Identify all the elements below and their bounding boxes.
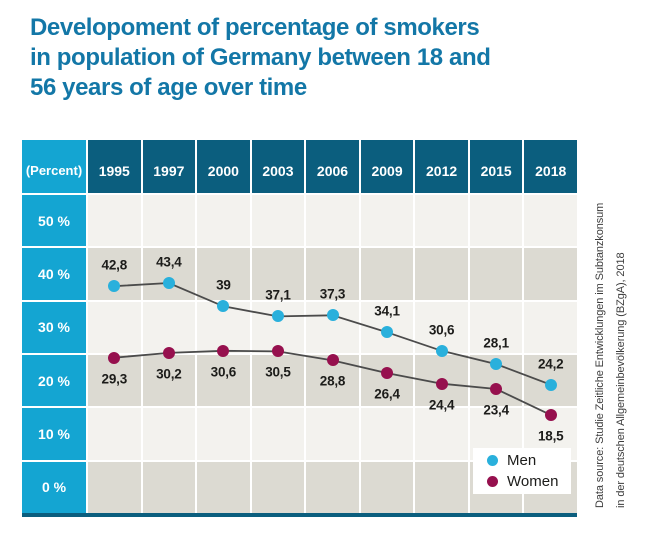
plot-band-cell (197, 195, 250, 247)
plot-band-cell (469, 248, 523, 300)
men-series-line (114, 282, 552, 386)
plot-band-cell (251, 461, 305, 513)
title-line-2: in population of Germany between 18 and (30, 44, 491, 71)
plot-band-cell (306, 408, 359, 460)
data-source-line-1: Data source: Studie Zeitliche Entwicklun… (594, 202, 606, 508)
plot-band-cell (197, 461, 250, 513)
plot-band-cell (142, 195, 196, 247)
year-header-cell-1997: 1997 (142, 140, 196, 193)
women-legend-dot-icon (487, 476, 498, 487)
plot-band-cell (415, 195, 468, 247)
legend-label-women: Women (507, 473, 559, 490)
title-line-1: Developoment of percentage of smokers (30, 14, 480, 41)
plot-band-cell (88, 408, 141, 460)
plot-band-cell (251, 301, 305, 353)
plot-band-cell (142, 461, 196, 513)
plot-band-cell (251, 408, 305, 460)
year-header-cell-2006: 2006 (306, 140, 359, 193)
y-axis-label-cell-50%: 50 % (22, 195, 86, 247)
plot-band-cell (415, 408, 468, 460)
plot-band-cell (88, 461, 141, 513)
plot-band-cell (197, 248, 250, 300)
plot-band-cell (524, 301, 577, 353)
plot-band-cell (142, 354, 196, 407)
plot-band-cell (469, 301, 523, 353)
plot-band-cell (415, 248, 468, 300)
plot-band-cell (306, 195, 359, 247)
year-header-cell-2018: 2018 (524, 140, 577, 193)
plot-band-cell (142, 301, 196, 353)
plot-band-cell (88, 195, 141, 247)
page-title: Developoment of percentage of smokers in… (30, 13, 491, 103)
plot-band-cell (524, 248, 577, 300)
legend-label-men: Men (507, 452, 537, 469)
year-header-cell-2003: 2003 (251, 140, 305, 193)
plot-band-cell (360, 195, 414, 247)
plot-band-cell (251, 354, 305, 407)
plot-band-cell (524, 195, 577, 247)
year-header-cell-2012: 2012 (415, 140, 468, 193)
men-legend-dot-icon (487, 455, 498, 466)
year-header-cell-2015: 2015 (469, 140, 523, 193)
plot-band-cell (197, 354, 250, 407)
plot-band-cell (360, 408, 414, 460)
y-axis-label-cell-10%: 10 % (22, 408, 86, 460)
smokers-line-chart: (Percent) 1995 1997 2000 2003 2006 2009 2012 201… (22, 140, 577, 517)
title-line-3: 56 years of age over time (30, 74, 307, 101)
plot-band-cell (251, 248, 305, 300)
plot-band-cell (197, 408, 250, 460)
y-axis-label-cell-30%: 30 % (22, 301, 86, 353)
plot-band-cell (360, 354, 414, 407)
plot-band-cell (306, 461, 359, 513)
data-source-line-2: in der deutschen Allgemeinbevölkerung (B… (615, 252, 627, 509)
y-axis-label-cell-20%: 20 % (22, 354, 86, 407)
plot-band-cell (469, 195, 523, 247)
plot-band-cell (306, 248, 359, 300)
legend-item-men: Men (487, 452, 571, 469)
plot-band-cell (360, 461, 414, 513)
chart-baseline (22, 513, 577, 517)
chart-grid: (Percent) 1995 1997 2000 2003 2006 2009 2012 201… (22, 140, 577, 513)
y-axis-label-cell-40%: 40 % (22, 248, 86, 300)
y-axis-label-cell-0%: 0 % (22, 461, 86, 513)
data-source-note: Data source: Studie Zeitliche Entwicklun… (590, 138, 632, 508)
year-header-cell-1995: 1995 (88, 140, 141, 193)
legend-item-women: Women (487, 473, 571, 490)
plot-band-cell (360, 248, 414, 300)
plot-band-cell (415, 461, 468, 513)
year-header-cell-2000: 2000 (197, 140, 250, 193)
women-series-line (114, 349, 552, 416)
plot-band-cell (251, 195, 305, 247)
legend: Men Women (473, 448, 571, 494)
plot-band-cell (142, 408, 196, 460)
year-header-cell-2009: 2009 (360, 140, 414, 193)
plot-band-cell (88, 301, 141, 353)
axis-unit-cell: (Percent) (22, 140, 86, 193)
